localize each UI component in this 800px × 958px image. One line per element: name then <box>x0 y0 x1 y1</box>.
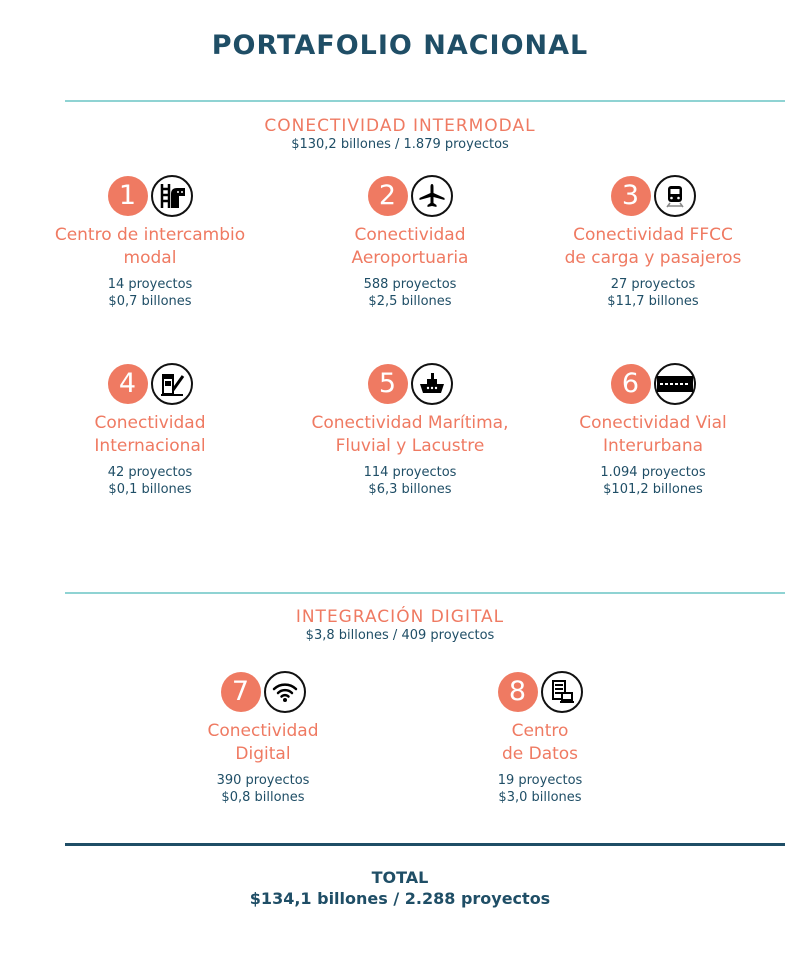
road-rail-interchange-icon <box>150 175 193 217</box>
highway-icon <box>653 363 696 405</box>
portfolio-item: 2 Conectividad Aeroportuaria 588 proyecto… <box>280 174 540 310</box>
item-badges: 4 <box>20 362 280 406</box>
item-stats: 588 proyectos $2,5 billones <box>280 276 540 310</box>
item-amount: $3,0 billones <box>498 790 582 805</box>
divider <box>65 100 785 102</box>
portfolio-item: 4 Conectividad Internacional 42 proyectos… <box>20 362 280 498</box>
item-name-line: Conectividad Marítima, <box>311 413 509 433</box>
item-name-line: modal <box>123 248 177 268</box>
item-name-line: Conectividad Vial <box>579 413 727 433</box>
portfolio-item: 5 Conectividad Marítima, Fluvial y Lacust… <box>280 362 540 498</box>
item-number-badge: 7 <box>220 672 261 712</box>
item-projects: 27 proyectos <box>610 277 696 292</box>
item-name: Conectividad FFCC de carga y pasajeros <box>523 224 783 270</box>
item-stats: 42 proyectos $0,1 billones <box>20 464 280 498</box>
item-name-line: Centro <box>511 721 569 741</box>
section-summary: $130,2 billones / 1.879 proyectos <box>291 137 509 152</box>
section-heading: INTEGRACIÓN DIGITAL <box>295 607 505 627</box>
item-badges: 6 <box>523 362 783 406</box>
item-badges: 8 <box>410 670 670 714</box>
item-amount: $11,7 billones <box>607 294 699 309</box>
ship-icon <box>410 363 453 405</box>
item-badges: 7 <box>133 670 393 714</box>
section-summary: $3,8 billones / 409 proyectos <box>305 628 495 643</box>
portfolio-item: 6 Conectividad Vial Interurbana 1.094 pro… <box>523 362 783 498</box>
item-badges: 5 <box>280 362 540 406</box>
item-stats: 14 proyectos $0,7 billones <box>20 276 280 310</box>
divider <box>65 592 785 594</box>
train-icon <box>653 175 696 217</box>
item-name-line: Centro de intercambio <box>54 225 246 245</box>
item-name-line: Conectividad <box>94 413 206 433</box>
item-projects: 42 proyectos <box>107 465 193 480</box>
section-intermodal: CONECTIVIDAD INTERMODAL $130,2 billones … <box>0 116 800 152</box>
item-number-badge: 3 <box>610 176 651 216</box>
item-name: Centro de Datos <box>410 720 670 766</box>
item-name-line: Fluvial y Lacustre <box>335 436 485 456</box>
item-amount: $6,3 billones <box>368 482 452 497</box>
item-name-line: Interurbana <box>602 436 704 456</box>
portfolio-item: 7 Conectividad Digital 390 proyectos $0,8 … <box>133 670 393 806</box>
item-projects: 114 proyectos <box>363 465 457 480</box>
item-badges: 1 <box>20 174 280 218</box>
item-name: Conectividad Internacional <box>20 412 280 458</box>
item-projects: 14 proyectos <box>107 277 193 292</box>
item-amount: $0,1 billones <box>108 482 192 497</box>
divider <box>65 843 785 846</box>
data-center-icon <box>540 671 583 713</box>
item-name-line: Conectividad <box>207 721 319 741</box>
item-name-line: Aeroportuaria <box>351 248 469 268</box>
border-checkpoint-icon <box>150 363 193 405</box>
section-heading: CONECTIVIDAD INTERMODAL <box>264 116 536 136</box>
item-amount: $2,5 billones <box>368 294 452 309</box>
total-summary: $134,1 billones / 2.288 proyectos <box>249 889 551 908</box>
item-stats: 19 proyectos $3,0 billones <box>410 772 670 806</box>
item-badges: 2 <box>280 174 540 218</box>
airplane-icon <box>410 175 453 217</box>
item-number-badge: 6 <box>610 364 651 404</box>
portfolio-item: 1 Centro de intercambio modal 14 proyecto… <box>20 174 280 310</box>
item-name-line: de Datos <box>501 744 579 764</box>
item-amount: $0,7 billones <box>108 294 192 309</box>
item-stats: 390 proyectos $0,8 billones <box>133 772 393 806</box>
item-number-badge: 4 <box>107 364 148 404</box>
item-number-badge: 5 <box>367 364 408 404</box>
portfolio-item: 8 Centro de Datos 19 proyectos $3,0 billon… <box>410 670 670 806</box>
item-name-line: Conectividad FFCC <box>573 225 733 245</box>
total-label: TOTAL <box>371 868 429 887</box>
item-amount: $0,8 billones <box>221 790 305 805</box>
item-name: Conectividad Marítima, Fluvial y Lacustre <box>280 412 540 458</box>
item-name-line: Conectividad <box>354 225 466 245</box>
item-name: Conectividad Vial Interurbana <box>523 412 783 458</box>
wifi-icon <box>263 671 306 713</box>
item-projects: 390 proyectos <box>216 773 310 788</box>
item-projects: 1.094 proyectos <box>600 465 706 480</box>
item-stats: 114 proyectos $6,3 billones <box>280 464 540 498</box>
item-amount: $101,2 billones <box>603 482 703 497</box>
portfolio-item: 3 Conectividad FFCC de carga y pasajeros … <box>523 174 783 310</box>
page-title: PORTAFOLIO NACIONAL <box>211 30 589 61</box>
item-number-badge: 8 <box>497 672 538 712</box>
section-digital: INTEGRACIÓN DIGITAL $3,8 billones / 409 … <box>0 607 800 643</box>
item-projects: 588 proyectos <box>363 277 457 292</box>
item-badges: 3 <box>523 174 783 218</box>
item-name: Conectividad Aeroportuaria <box>280 224 540 270</box>
item-name-line: Internacional <box>94 436 206 456</box>
item-name: Conectividad Digital <box>133 720 393 766</box>
item-number-badge: 2 <box>367 176 408 216</box>
item-stats: 1.094 proyectos $101,2 billones <box>523 464 783 498</box>
item-number-badge: 1 <box>107 176 148 216</box>
item-projects: 19 proyectos <box>497 773 583 788</box>
item-name-line: Digital <box>235 744 291 764</box>
item-name-line: de carga y pasajeros <box>564 248 742 268</box>
item-stats: 27 proyectos $11,7 billones <box>523 276 783 310</box>
item-name: Centro de intercambio modal <box>20 224 280 270</box>
